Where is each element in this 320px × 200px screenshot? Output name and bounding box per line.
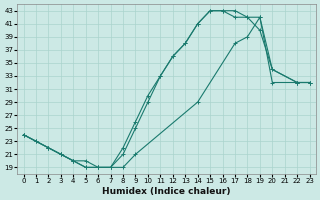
X-axis label: Humidex (Indice chaleur): Humidex (Indice chaleur) — [102, 187, 231, 196]
